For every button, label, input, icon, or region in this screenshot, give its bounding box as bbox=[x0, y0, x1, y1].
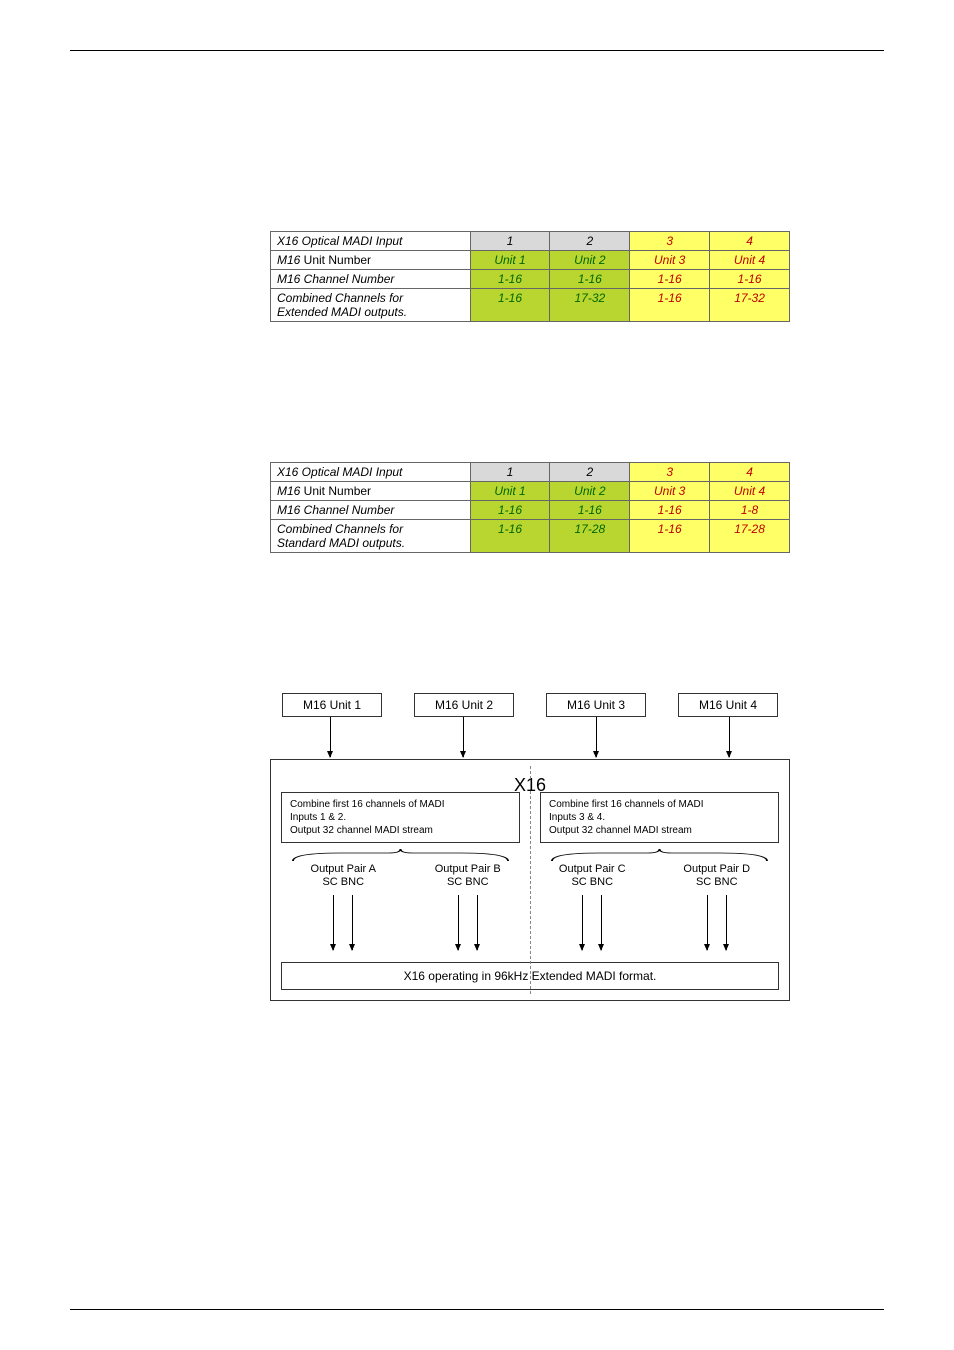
cell: 1-16 bbox=[630, 289, 710, 322]
table-standard-madi: X16 Optical MADI Input 1 2 3 4 M16 Unit … bbox=[270, 462, 790, 553]
flow-diagram: M16 Unit 1 M16 Unit 2 M16 Unit 3 M16 Uni… bbox=[270, 693, 790, 1001]
arrow-down-icon bbox=[707, 895, 708, 950]
cell: 2 bbox=[550, 232, 630, 251]
arrow-down-icon bbox=[477, 895, 478, 950]
row-label: X16 Optical MADI Input bbox=[271, 463, 471, 482]
brace-icon bbox=[540, 849, 779, 863]
cell: 1-16 bbox=[550, 270, 630, 289]
pair-arrows bbox=[406, 895, 531, 950]
cell: 1 bbox=[470, 463, 550, 482]
pair-arrows bbox=[281, 895, 406, 950]
row-label: M16 Channel Number bbox=[271, 501, 471, 520]
pair-arrows bbox=[530, 895, 655, 950]
table-row: Combined Channels forExtended MADI outpu… bbox=[271, 289, 790, 322]
row-label: Combined Channels forExtended MADI outpu… bbox=[271, 289, 471, 322]
arrow-down-icon bbox=[601, 895, 602, 950]
output-pair-d: Output Pair D SC BNC bbox=[655, 863, 780, 950]
cell: Unit 3 bbox=[630, 251, 710, 270]
page-footer bbox=[70, 1289, 884, 1310]
output-pair-a: Output Pair A SC BNC bbox=[281, 863, 406, 950]
table-row: M16 Channel Number 1-16 1-16 1-16 1-8 bbox=[271, 501, 790, 520]
unit-box-2: M16 Unit 2 bbox=[414, 693, 514, 717]
cell: 4 bbox=[710, 232, 790, 251]
row-label: Combined Channels forStandard MADI outpu… bbox=[271, 520, 471, 553]
arrow-down-icon bbox=[333, 895, 334, 950]
cell: 2 bbox=[550, 463, 630, 482]
arrows-units-to-x16 bbox=[330, 717, 730, 757]
arrow-down-icon bbox=[458, 895, 459, 950]
unit-box-3: M16 Unit 3 bbox=[546, 693, 646, 717]
cell: Unit 1 bbox=[470, 482, 550, 501]
row-label: M16 Unit Number bbox=[271, 251, 471, 270]
brace-icon bbox=[281, 849, 520, 863]
cell: 1 bbox=[470, 232, 550, 251]
cell: Unit 1 bbox=[470, 251, 550, 270]
arrow-down-icon bbox=[596, 717, 597, 757]
cell: 1-16 bbox=[630, 270, 710, 289]
combine-box-left: Combine first 16 channels of MADI Inputs… bbox=[281, 792, 520, 843]
arrow-down-icon bbox=[729, 717, 730, 757]
cell: Unit 4 bbox=[710, 251, 790, 270]
units-row: M16 Unit 1 M16 Unit 2 M16 Unit 3 M16 Uni… bbox=[282, 693, 778, 717]
cell: 1-16 bbox=[470, 270, 550, 289]
tables-container: X16 Optical MADI Input 1 2 3 4 M16 Unit … bbox=[270, 231, 790, 553]
cell: 1-16 bbox=[710, 270, 790, 289]
table-row: M16 Unit Number Unit 1 Unit 2 Unit 3 Uni… bbox=[271, 251, 790, 270]
table-row: Combined Channels forStandard MADI outpu… bbox=[271, 520, 790, 553]
cell: 17-28 bbox=[710, 520, 790, 553]
unit-box-1: M16 Unit 1 bbox=[282, 693, 382, 717]
table-row: M16 Unit Number Unit 1 Unit 2 Unit 3 Uni… bbox=[271, 482, 790, 501]
cell: 1-16 bbox=[630, 520, 710, 553]
cell: 1-16 bbox=[470, 501, 550, 520]
dashed-divider bbox=[530, 766, 531, 994]
top-horizontal-rule bbox=[70, 50, 884, 51]
table-extended-madi: X16 Optical MADI Input 1 2 3 4 M16 Unit … bbox=[270, 231, 790, 322]
cell: 4 bbox=[710, 463, 790, 482]
bottom-horizontal-rule bbox=[70, 1309, 884, 1310]
cell: 1-16 bbox=[470, 520, 550, 553]
cell: 17-28 bbox=[550, 520, 630, 553]
row-label: M16 Channel Number bbox=[271, 270, 471, 289]
output-pair-b: Output Pair B SC BNC bbox=[406, 863, 531, 950]
cell: 1-16 bbox=[630, 501, 710, 520]
pair-arrows bbox=[655, 895, 780, 950]
cell: Unit 3 bbox=[630, 482, 710, 501]
cell: Unit 2 bbox=[550, 251, 630, 270]
cell: 1-16 bbox=[470, 289, 550, 322]
arrow-down-icon bbox=[352, 895, 353, 950]
cell: Unit 4 bbox=[710, 482, 790, 501]
cell: 1-16 bbox=[550, 501, 630, 520]
cell: Unit 2 bbox=[550, 482, 630, 501]
arrow-down-icon bbox=[726, 895, 727, 950]
table-row: X16 Optical MADI Input 1 2 3 4 bbox=[271, 232, 790, 251]
cell: 3 bbox=[630, 232, 710, 251]
unit-box-4: M16 Unit 4 bbox=[678, 693, 778, 717]
combine-box-right: Combine first 16 channels of MADI Inputs… bbox=[540, 792, 779, 843]
row-label: M16 Unit Number bbox=[271, 482, 471, 501]
arrow-down-icon bbox=[330, 717, 331, 757]
page: X16 Optical MADI Input 1 2 3 4 M16 Unit … bbox=[0, 0, 954, 1350]
cell: 1-8 bbox=[710, 501, 790, 520]
cell: 3 bbox=[630, 463, 710, 482]
cell: 17-32 bbox=[550, 289, 630, 322]
output-pair-c: Output Pair C SC BNC bbox=[530, 863, 655, 950]
table-row: M16 Channel Number 1-16 1-16 1-16 1-16 bbox=[271, 270, 790, 289]
x16-processing-box: Combine first 16 channels of MADI Inputs… bbox=[270, 759, 790, 1001]
arrow-down-icon bbox=[463, 717, 464, 757]
arrow-down-icon bbox=[582, 895, 583, 950]
row-label: X16 Optical MADI Input bbox=[271, 232, 471, 251]
table-row: X16 Optical MADI Input 1 2 3 4 bbox=[271, 463, 790, 482]
cell: 17-32 bbox=[710, 289, 790, 322]
